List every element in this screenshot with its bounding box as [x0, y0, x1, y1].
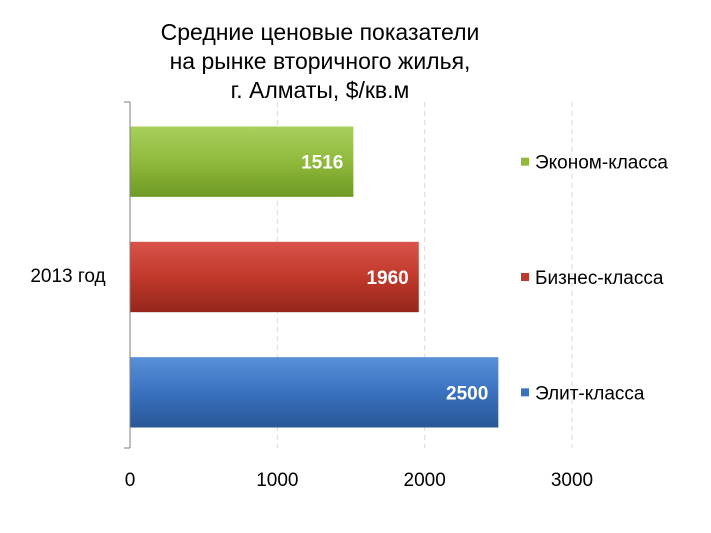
chart-title-line-1: Средние ценовые показатели — [160, 19, 480, 45]
legend-swatch-1 — [521, 157, 529, 166]
chart-title-line-3: г. Алматы, $/кв.м — [230, 77, 410, 103]
bar-2 — [130, 241, 419, 313]
bar-3 — [130, 357, 499, 428]
data-label-1: 1516 — [301, 153, 343, 174]
legend-swatch-3 — [521, 388, 529, 397]
x-tick-label-3000: 3000 — [551, 470, 593, 491]
bar-1 — [130, 126, 354, 197]
legend-swatch-2 — [521, 273, 529, 281]
x-tick-label-2000: 2000 — [404, 470, 446, 491]
legend-label-1: Эконом-класса — [535, 153, 668, 174]
category-label: 2013 год — [30, 266, 105, 287]
x-tick-label-0: 0 — [125, 470, 136, 491]
legend-label-2: Бизнес-класса — [535, 268, 664, 289]
chart-title: Средние ценовые показатели на рынке втор… — [100, 18, 540, 105]
chart-title-line-2: на рынке вторичного жилья, — [169, 48, 471, 74]
data-label-3: 2500 — [446, 383, 488, 404]
x-tick-label-1000: 1000 — [256, 470, 298, 491]
data-label-2: 1960 — [366, 268, 408, 289]
legend-label-3: Элит-класса — [535, 383, 645, 404]
